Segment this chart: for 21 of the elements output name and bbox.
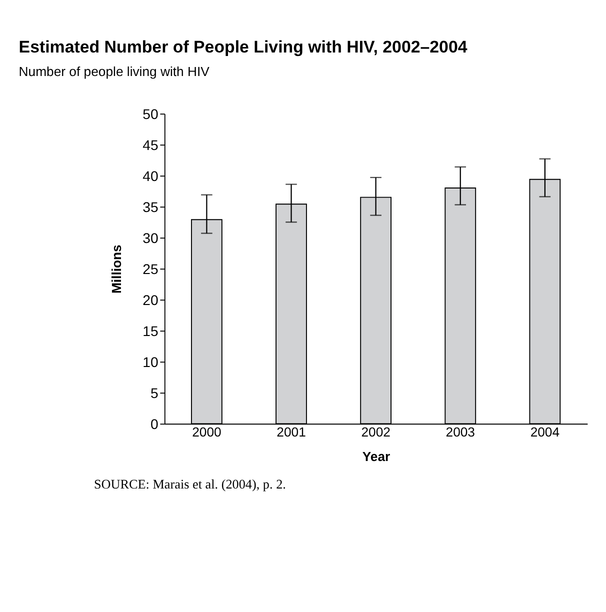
y-tick-label: 40 (142, 168, 158, 184)
y-tick-label: 0 (150, 416, 158, 432)
x-tick-label: 2001 (276, 424, 306, 440)
x-tick-label: 2004 (530, 424, 560, 440)
y-tick-label: 45 (142, 136, 158, 153)
source-note: SOURCE: Marais et al. (2004), p. 2. (94, 476, 286, 492)
y-tick-label: 35 (142, 198, 158, 215)
y-axis-title: Millions (109, 244, 124, 294)
chart-title: Estimated Number of People Living with HIV, 2002–2004 (18, 38, 468, 57)
y-tick-label: 50 (142, 106, 158, 122)
x-tick-label: 2002 (361, 424, 390, 440)
y-tick-label: 30 (142, 230, 158, 246)
x-tick-label: 2000 (192, 424, 222, 440)
x-axis-title: Year (362, 448, 390, 464)
y-tick-label: 15 (142, 322, 158, 339)
chart-subtitle: Number of people living with HIV (18, 64, 210, 80)
x-tick-label: 2003 (446, 424, 475, 440)
y-tick-label: 10 (142, 354, 158, 370)
y-tick-label: 5 (150, 384, 158, 401)
y-tick-label: 20 (142, 292, 158, 308)
y-tick-label: 25 (142, 260, 158, 277)
